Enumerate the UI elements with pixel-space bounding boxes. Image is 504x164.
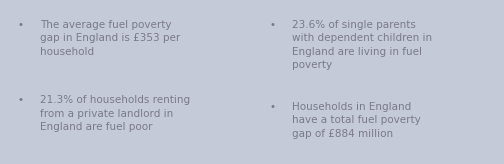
Text: •: •: [18, 95, 24, 105]
Text: •: •: [270, 102, 276, 112]
Text: 21.3% of households renting
from a private landlord in
England are fuel poor: 21.3% of households renting from a priva…: [40, 95, 190, 132]
Text: The average fuel poverty
gap in England is £353 per
household: The average fuel poverty gap in England …: [40, 20, 180, 57]
Text: 23.6% of single parents
with dependent children in
England are living in fuel
po: 23.6% of single parents with dependent c…: [292, 20, 432, 71]
Text: •: •: [18, 20, 24, 30]
Text: Households in England
have a total fuel poverty
gap of £884 million: Households in England have a total fuel …: [292, 102, 421, 139]
Text: •: •: [270, 20, 276, 30]
